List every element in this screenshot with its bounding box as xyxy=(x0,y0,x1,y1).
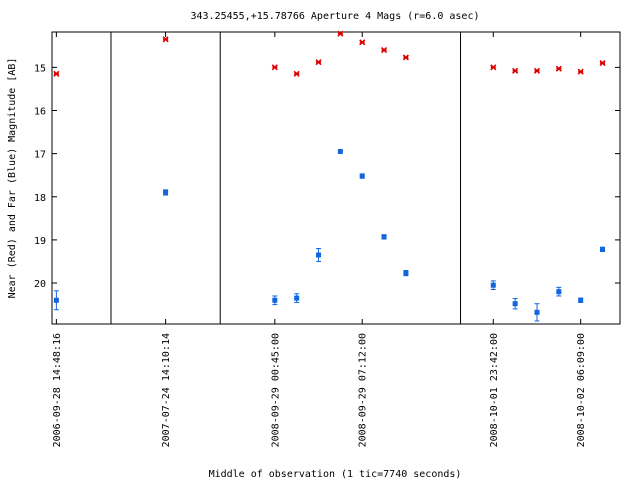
x-tick-label: 2007-07-24 14:10:14 xyxy=(161,333,172,447)
square-marker xyxy=(316,252,322,258)
square-marker xyxy=(359,173,365,179)
square-marker xyxy=(294,295,300,301)
square-marker xyxy=(534,309,540,315)
y-axis-label: Near (Red) and Far (Blue) Magnitude [AB] xyxy=(7,58,18,299)
data-point xyxy=(402,54,409,61)
square-marker xyxy=(337,148,343,154)
square-marker xyxy=(272,297,278,303)
x-marker xyxy=(402,54,409,61)
y-tick-label: 20 xyxy=(34,279,46,290)
plot-frame xyxy=(51,31,621,325)
chart-title: 343.25455,+15.78766 Aperture 4 Mags (r=6… xyxy=(191,11,480,22)
x-marker xyxy=(271,64,278,71)
square-marker xyxy=(163,189,169,195)
square-marker xyxy=(600,246,606,252)
near-red-series xyxy=(53,30,606,77)
data-point xyxy=(556,286,562,297)
data-point xyxy=(490,280,496,290)
y-axis-ticks: 15 16 17 18 19 20 xyxy=(34,63,620,290)
y-tick-label: 18 xyxy=(34,193,46,204)
data-point xyxy=(337,148,343,154)
data-point xyxy=(578,297,584,303)
data-point xyxy=(162,36,169,43)
data-point xyxy=(272,295,278,306)
x-marker xyxy=(512,67,519,74)
data-point xyxy=(359,39,366,46)
x-marker xyxy=(359,39,366,46)
data-point xyxy=(316,248,322,262)
data-point xyxy=(315,59,322,66)
square-marker xyxy=(381,234,387,240)
y-tick-label: 15 xyxy=(34,63,46,74)
square-marker xyxy=(556,289,562,295)
x-tick-label: 2008-10-02 06:09:00 xyxy=(576,333,587,447)
x-marker xyxy=(337,30,344,37)
x-marker xyxy=(162,36,169,43)
square-marker xyxy=(490,282,496,288)
data-point xyxy=(53,290,59,311)
x-axis-ticks: 2006-09-28 14:48:16 2007-07-24 14:10:14 20… xyxy=(52,32,587,447)
x-tick-label: 2008-10-01 23:42:00 xyxy=(489,333,500,447)
data-point xyxy=(271,64,278,71)
x-marker xyxy=(380,47,388,54)
data-point xyxy=(577,68,584,75)
x-marker xyxy=(599,59,606,67)
y-tick-label: 19 xyxy=(34,236,46,247)
data-point xyxy=(403,270,409,277)
far-blue-series xyxy=(53,148,606,322)
square-marker xyxy=(578,297,584,303)
data-point xyxy=(163,189,169,196)
data-point xyxy=(53,70,60,77)
x-tick-label: 2008-09-29 00:45:00 xyxy=(270,333,281,447)
data-point xyxy=(337,30,344,37)
data-points xyxy=(53,30,606,322)
data-point xyxy=(512,298,518,310)
data-point xyxy=(512,67,519,74)
x-marker xyxy=(293,70,300,77)
data-point xyxy=(293,70,300,77)
data-point xyxy=(294,293,300,303)
x-marker xyxy=(490,64,497,71)
data-point xyxy=(533,67,541,74)
data-point xyxy=(490,64,497,71)
x-marker xyxy=(555,65,562,72)
x-axis-label: Middle of observation (1 tic=7740 second… xyxy=(209,469,462,480)
data-point xyxy=(534,303,540,322)
data-point xyxy=(599,59,606,67)
data-point xyxy=(359,173,365,179)
x-marker xyxy=(533,67,541,74)
data-point xyxy=(600,246,606,253)
x-marker xyxy=(53,70,60,77)
x-marker xyxy=(577,68,584,75)
x-marker xyxy=(315,59,322,66)
square-marker xyxy=(403,270,409,276)
x-tick-label: 2008-09-29 07:12:00 xyxy=(358,333,369,447)
data-point xyxy=(555,65,562,72)
y-tick-label: 16 xyxy=(34,106,46,117)
x-tick-label: 2006-09-28 14:48:16 xyxy=(52,333,63,447)
square-marker xyxy=(512,301,518,307)
separator-layer xyxy=(110,32,462,324)
square-marker xyxy=(53,297,59,303)
data-point xyxy=(380,47,388,54)
data-point xyxy=(381,234,387,240)
y-tick-label: 17 xyxy=(34,150,46,161)
